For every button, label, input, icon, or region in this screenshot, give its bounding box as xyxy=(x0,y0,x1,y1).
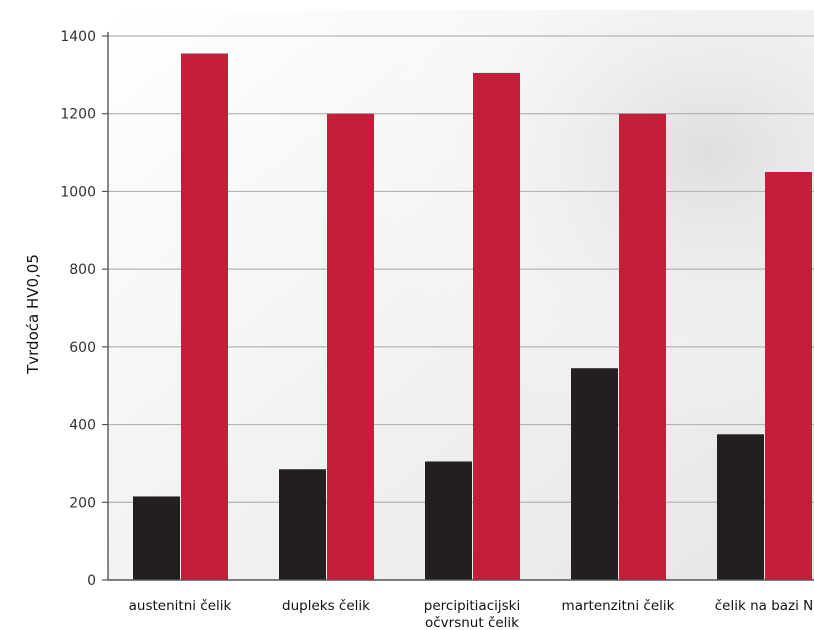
bar xyxy=(279,469,326,580)
x-category-label: percipitiacijski očvrsnut čelik xyxy=(424,598,520,630)
bar xyxy=(571,368,618,580)
y-axis-title: Tvrdoća HV0,05 xyxy=(24,254,42,375)
y-tick-label: 0 xyxy=(87,573,96,589)
x-category-label: čelik na bazi N xyxy=(715,598,814,614)
y-tick-label: 600 xyxy=(69,340,96,356)
y-tick-label: 400 xyxy=(69,418,96,434)
y-tick-label: 1000 xyxy=(60,184,96,200)
bar xyxy=(133,496,180,580)
y-tick-label: 1400 xyxy=(60,29,96,45)
y-tick-labels: 0 200 400 600 800 1000 1200 1400 xyxy=(60,29,96,589)
bars xyxy=(133,53,812,581)
bar xyxy=(181,53,228,580)
x-category-label: dupleks čelik xyxy=(282,598,370,614)
category-labels: austenitni čelik dupleks čelik percipitiac… xyxy=(129,598,814,630)
bar xyxy=(717,434,764,580)
x-category-label: austenitni čelik xyxy=(129,598,232,614)
y-tick-label: 200 xyxy=(69,495,96,511)
y-tick-label: 800 xyxy=(69,262,96,278)
bar xyxy=(765,172,812,580)
axes xyxy=(102,32,814,581)
bar xyxy=(327,113,374,580)
bar xyxy=(473,72,520,581)
bar xyxy=(425,461,472,580)
x-category-label: martenzitni čelik xyxy=(562,598,675,614)
bar xyxy=(619,113,666,580)
y-tick-label: 1200 xyxy=(60,107,96,123)
